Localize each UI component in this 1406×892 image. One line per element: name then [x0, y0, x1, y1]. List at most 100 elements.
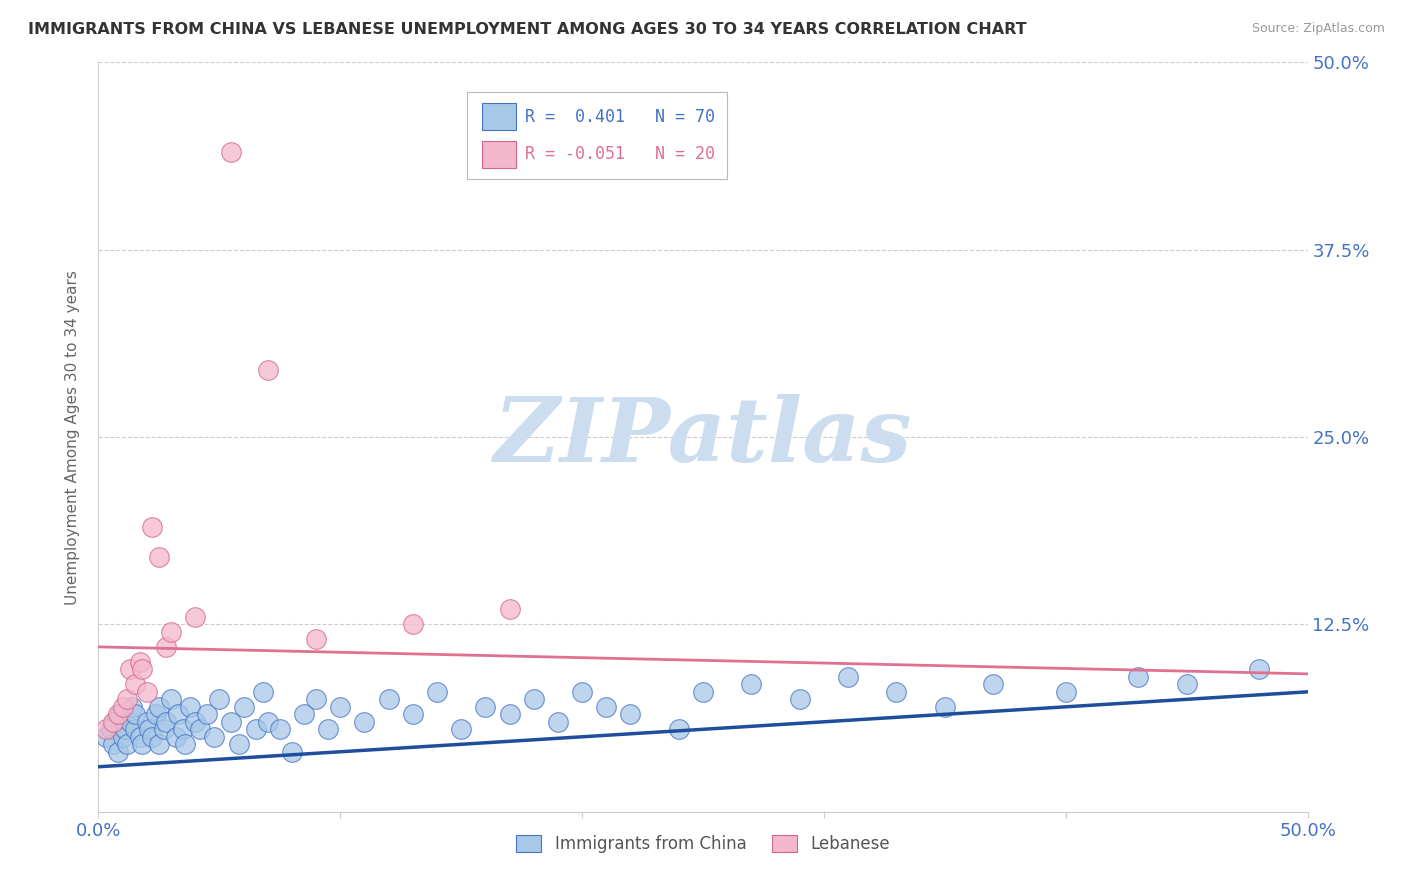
Point: [474, 699, 496, 714]
Point: [141, 730, 163, 744]
Point: [692, 685, 714, 699]
Point: [269, 723, 291, 737]
Point: [124, 677, 146, 691]
Point: [316, 723, 339, 737]
Point: [128, 655, 150, 669]
Point: [981, 677, 1004, 691]
Text: R =  0.401   N = 70: R = 0.401 N = 70: [526, 108, 716, 126]
Point: [619, 707, 641, 722]
Point: [1128, 670, 1150, 684]
Bar: [482, 103, 516, 130]
Point: [571, 685, 593, 699]
Point: [402, 707, 425, 722]
Point: [204, 730, 226, 744]
Point: [172, 723, 194, 737]
Point: [118, 662, 141, 676]
Text: IMMIGRANTS FROM CHINA VS LEBANESE UNEMPLOYMENT AMONG AGES 30 TO 34 YEARS CORRELA: IMMIGRANTS FROM CHINA VS LEBANESE UNEMPL…: [28, 22, 1026, 37]
Point: [789, 692, 811, 706]
Point: [94, 723, 117, 737]
Point: [94, 730, 117, 744]
Legend: Immigrants from China, Lebanese: Immigrants from China, Lebanese: [510, 828, 896, 860]
Point: [107, 707, 129, 722]
Point: [523, 692, 546, 706]
Point: [837, 670, 859, 684]
Point: [377, 692, 399, 706]
Point: [104, 714, 127, 729]
Point: [124, 723, 146, 737]
Point: [1054, 685, 1077, 699]
Point: [450, 723, 472, 737]
Point: [547, 714, 569, 729]
Point: [135, 685, 157, 699]
Point: [131, 662, 153, 676]
Point: [167, 707, 190, 722]
Point: [256, 362, 278, 376]
Point: [141, 520, 163, 534]
Point: [111, 699, 134, 714]
Text: ZIPatlas: ZIPatlas: [495, 394, 911, 480]
Point: [252, 685, 274, 699]
Point: [114, 723, 136, 737]
Point: [148, 699, 170, 714]
Point: [281, 745, 304, 759]
Point: [934, 699, 956, 714]
Point: [232, 699, 254, 714]
Point: [402, 617, 425, 632]
FancyBboxPatch shape: [467, 93, 727, 178]
Point: [111, 730, 134, 744]
Point: [184, 714, 207, 729]
Text: Source: ZipAtlas.com: Source: ZipAtlas.com: [1251, 22, 1385, 36]
Point: [100, 723, 122, 737]
Point: [148, 549, 170, 564]
Point: [221, 145, 243, 160]
Text: R = -0.051   N = 20: R = -0.051 N = 20: [526, 145, 716, 163]
Point: [135, 714, 157, 729]
Point: [101, 714, 124, 729]
Point: [221, 714, 243, 729]
Bar: [482, 141, 516, 169]
Point: [208, 692, 231, 706]
Point: [160, 692, 183, 706]
Point: [188, 723, 211, 737]
Point: [117, 692, 139, 706]
Point: [145, 707, 167, 722]
Point: [668, 723, 690, 737]
Point: [228, 737, 250, 751]
Point: [148, 737, 170, 751]
Point: [256, 714, 278, 729]
Point: [1249, 662, 1271, 676]
Point: [329, 699, 352, 714]
Point: [353, 714, 375, 729]
Point: [155, 640, 177, 654]
Point: [101, 737, 124, 751]
Point: [305, 692, 328, 706]
Point: [131, 737, 153, 751]
Point: [179, 699, 201, 714]
Point: [426, 685, 449, 699]
Point: [245, 723, 267, 737]
Point: [138, 723, 160, 737]
Point: [195, 707, 218, 722]
Point: [1175, 677, 1198, 691]
Point: [155, 714, 177, 729]
Point: [886, 685, 908, 699]
Point: [124, 707, 146, 722]
Point: [292, 707, 315, 722]
Point: [152, 723, 174, 737]
Point: [595, 699, 617, 714]
Point: [107, 745, 129, 759]
Point: [184, 610, 207, 624]
Point: [305, 632, 328, 647]
Y-axis label: Unemployment Among Ages 30 to 34 years: Unemployment Among Ages 30 to 34 years: [65, 269, 80, 605]
Point: [498, 707, 520, 722]
Point: [121, 699, 143, 714]
Point: [108, 707, 131, 722]
Point: [498, 602, 520, 616]
Point: [128, 730, 150, 744]
Point: [740, 677, 762, 691]
Point: [118, 714, 141, 729]
Point: [117, 737, 139, 751]
Point: [160, 624, 183, 639]
Point: [174, 737, 197, 751]
Point: [165, 730, 187, 744]
